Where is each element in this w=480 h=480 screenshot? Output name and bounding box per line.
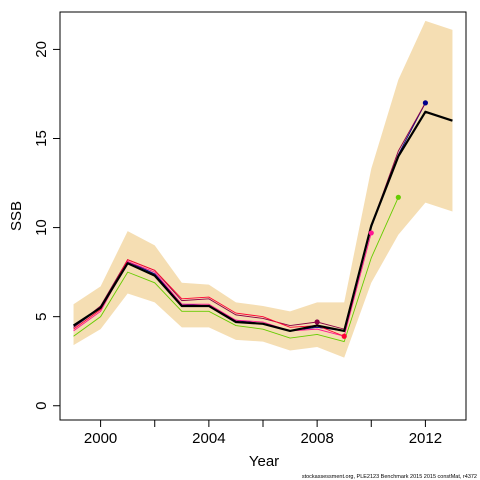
series-line-main bbox=[72, 110, 453, 333]
x-axis: 2000 2004 2008 2012 bbox=[84, 419, 442, 447]
y-axis-title: SSB bbox=[8, 201, 25, 231]
x-tick-label: 2000 bbox=[84, 430, 117, 447]
end-point-retro_4 bbox=[368, 230, 374, 236]
end-point-retro_2 bbox=[314, 319, 320, 325]
x-tick-label: 2008 bbox=[300, 430, 333, 447]
end-point-retro_1 bbox=[422, 100, 428, 106]
series-line-retro_5 bbox=[73, 197, 399, 343]
x-tick-label: 2004 bbox=[192, 430, 225, 447]
main-series-layer bbox=[72, 110, 453, 333]
y-tick-label: 15 bbox=[33, 130, 50, 147]
footnote: stockassessment.org, PLE2123 Benchmark 2… bbox=[302, 474, 477, 480]
y-tick-label: 0 bbox=[33, 402, 50, 410]
end-points-layer bbox=[314, 100, 428, 339]
end-point-retro_3 bbox=[341, 333, 347, 339]
y-tick-label: 20 bbox=[33, 41, 50, 58]
confidence-band bbox=[73, 20, 453, 358]
y-axis: 0 5 10 15 20 bbox=[33, 41, 61, 410]
x-tick-label: 2012 bbox=[409, 430, 442, 447]
y-tick-label: 10 bbox=[33, 219, 50, 236]
x-axis-title: Year bbox=[249, 453, 279, 470]
end-point-retro_5 bbox=[395, 194, 401, 200]
confidence-band-layer bbox=[73, 20, 453, 358]
y-tick-label: 5 bbox=[33, 312, 50, 320]
